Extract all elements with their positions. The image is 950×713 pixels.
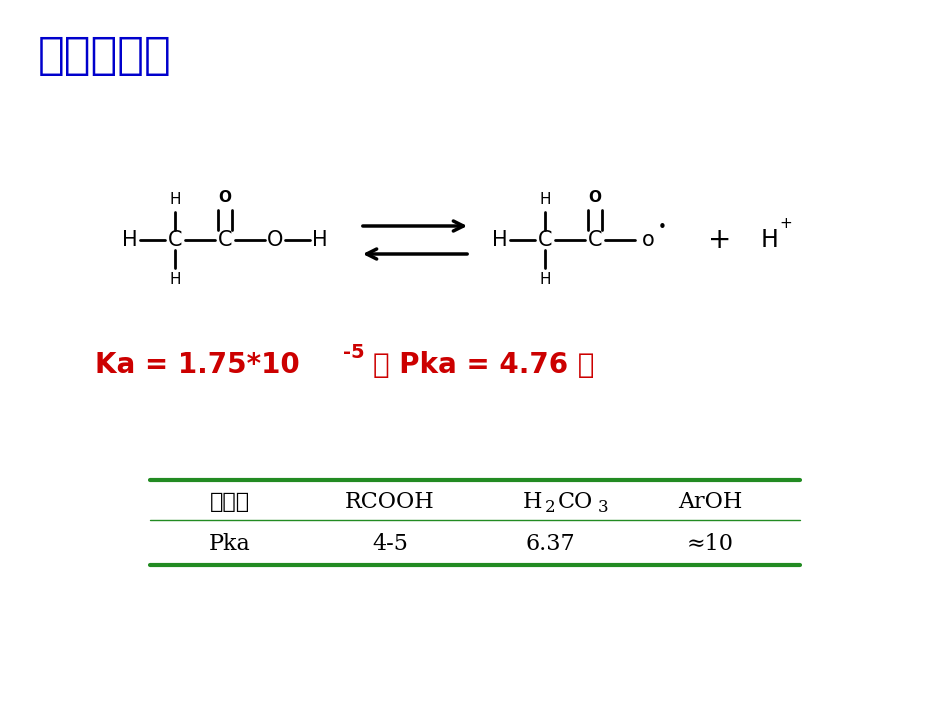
Text: H: H (522, 491, 542, 513)
Text: H: H (169, 272, 180, 287)
Text: 化合物: 化合物 (210, 492, 250, 512)
Text: +: + (780, 217, 792, 232)
Text: -5: -5 (343, 342, 365, 361)
Text: H: H (761, 228, 779, 252)
Text: •: • (657, 220, 667, 235)
Text: （ Pka = 4.76 ）: （ Pka = 4.76 ） (373, 351, 595, 379)
Text: +: + (709, 226, 732, 254)
Text: 2: 2 (545, 500, 556, 516)
Text: o: o (641, 230, 655, 250)
Text: Pka: Pka (209, 533, 251, 555)
Text: O: O (218, 190, 232, 205)
Text: 一、酸性：: 一、酸性： (38, 34, 172, 76)
Text: 3: 3 (598, 500, 609, 516)
Text: H: H (313, 230, 328, 250)
Text: CO: CO (558, 491, 593, 513)
Text: RCOOH: RCOOH (345, 491, 435, 513)
Text: H: H (169, 193, 180, 207)
Text: ArOH: ArOH (677, 491, 742, 513)
Text: H: H (540, 193, 551, 207)
Text: H: H (123, 230, 138, 250)
Text: C: C (168, 230, 182, 250)
Text: 4-5: 4-5 (372, 533, 408, 555)
Text: Ka = 1.75*10: Ka = 1.75*10 (95, 351, 300, 379)
Text: ≈10: ≈10 (687, 533, 733, 555)
Text: C: C (588, 230, 602, 250)
Text: O: O (588, 190, 601, 205)
Text: O: O (267, 230, 283, 250)
Text: 6.37: 6.37 (525, 533, 575, 555)
Text: H: H (540, 272, 551, 287)
Text: H: H (492, 230, 508, 250)
Text: C: C (538, 230, 552, 250)
Text: C: C (218, 230, 232, 250)
